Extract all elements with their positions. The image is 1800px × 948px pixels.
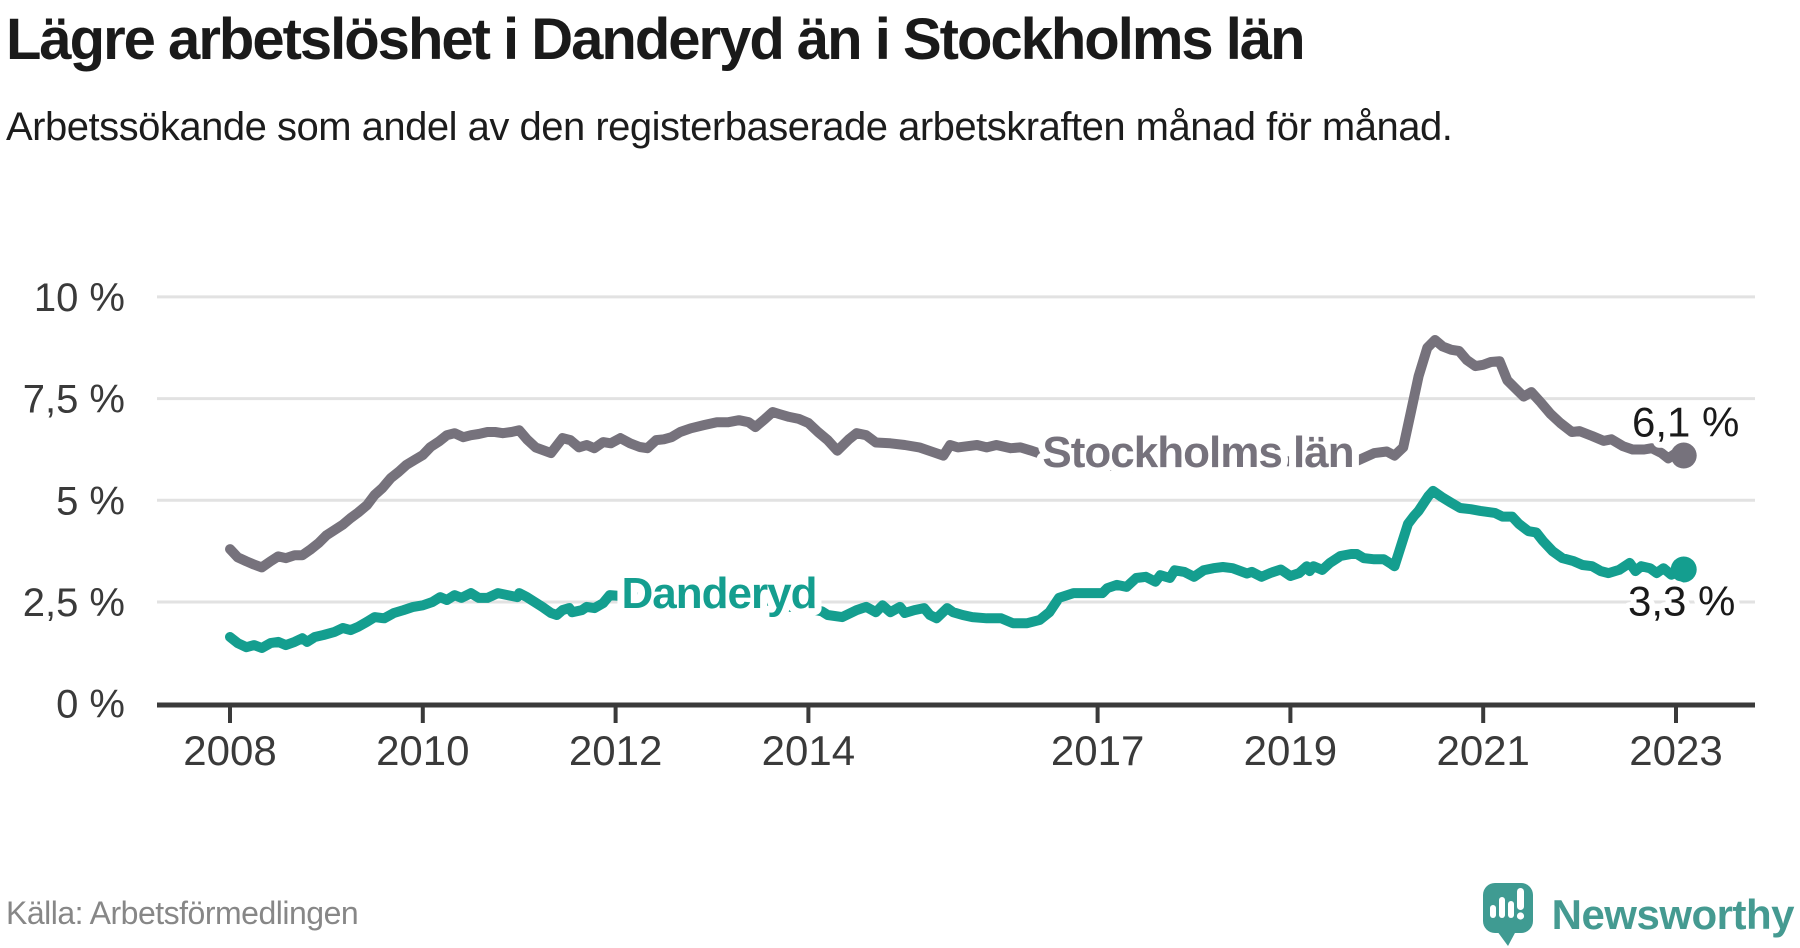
newsworthy-brand: Newsworthy [1482, 882, 1795, 948]
x-axis-tick-label: 2019 [1244, 727, 1337, 774]
y-axis-tick-label: 5 % [56, 479, 125, 523]
series-end-dot-stockholms-lan [1670, 442, 1697, 469]
y-axis-tick-label: 2,5 % [23, 581, 125, 625]
x-axis-tick-label: 2014 [762, 727, 855, 774]
series-label-danderyd: Danderyd [622, 569, 817, 618]
x-axis-tick-label: 2012 [569, 727, 662, 774]
source-note: Källa: Arbetsförmedlingen [6, 895, 359, 931]
series-line-stockholms-lan [225, 335, 1689, 573]
series-end-value-danderyd: 3,3 % [1628, 577, 1735, 624]
speech-bubble-tail [1496, 931, 1516, 946]
chart-subtitle: Arbetssökande som andel av den registerb… [6, 105, 1453, 149]
x-axis-tick-label: 2008 [183, 727, 276, 774]
y-axis-tick-label: 0 % [56, 683, 125, 727]
newsworthy-logo-icon [1482, 883, 1533, 946]
series-end-dot-danderyd [1670, 556, 1697, 583]
x-axis-tick-label: 2010 [376, 727, 469, 774]
page-title: Lägre arbetslöshet i Danderyd än i Stock… [6, 7, 1306, 72]
series-line-danderyd [225, 485, 1689, 653]
x-axis-tick-label: 2021 [1436, 727, 1529, 774]
x-axis-tick-label: 2023 [1629, 727, 1722, 774]
bar-chart-glyph [1489, 897, 1514, 918]
y-axis-tick-label: 10 % [34, 276, 125, 320]
series-end-value-stockholms-lan: 6,1 % [1632, 399, 1739, 446]
y-axis-tick-label: 7,5 % [23, 378, 125, 422]
series-label-stockholms-lan: Stockholms län [1042, 428, 1353, 477]
brand-name: Newsworthy [1551, 891, 1795, 938]
exclamation-glyph [1516, 888, 1524, 920]
x-axis-tick-label: 2017 [1051, 727, 1144, 774]
